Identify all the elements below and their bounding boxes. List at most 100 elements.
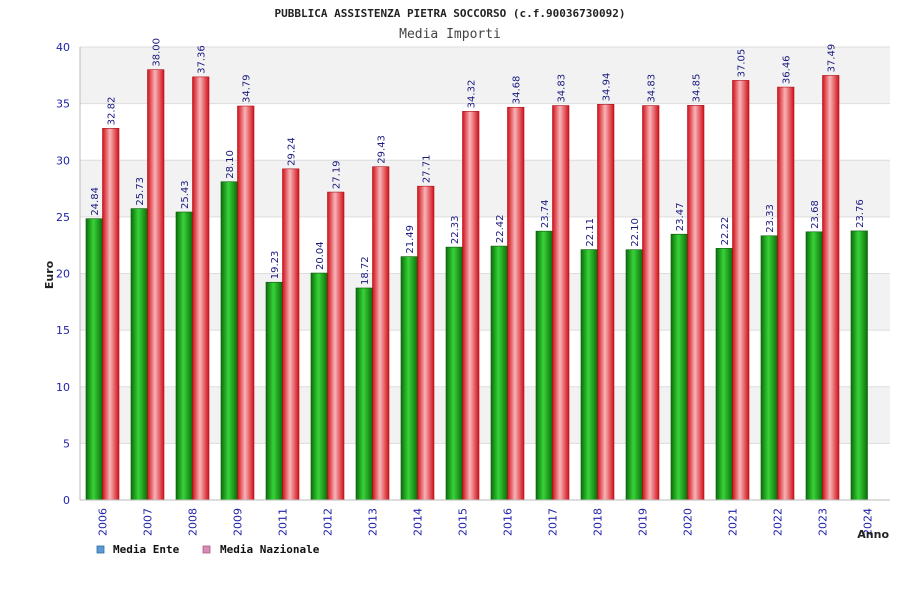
bar-media-nazionale xyxy=(372,166,390,501)
plot-band xyxy=(80,386,890,444)
data-label-media-ente: 22.22 xyxy=(720,217,731,246)
data-label-media-ente: 23.76 xyxy=(855,199,866,228)
data-label-media-nazionale: 32.82 xyxy=(107,97,118,126)
bar-media-nazionale xyxy=(642,105,660,501)
plot-band xyxy=(80,443,890,500)
bar-media-nazionale xyxy=(192,76,210,501)
x-tick-label: 2020 xyxy=(682,508,695,536)
bar-media-ente xyxy=(580,249,598,501)
bar-media-nazionale xyxy=(687,105,705,501)
x-tick-label: 2014 xyxy=(412,508,425,536)
data-label-media-ente: 22.33 xyxy=(450,215,461,244)
bar-media-ente xyxy=(715,248,733,501)
bars: 24.84 32.82 25.73 38.00 25.43 37.36 28.10 34.79… xyxy=(85,38,868,501)
bar-media-nazionale xyxy=(147,69,165,501)
bar-media-ente xyxy=(760,235,778,501)
y-tick-label: 20 xyxy=(56,268,70,281)
legend-swatch-media-nazionale xyxy=(202,545,211,554)
bar-media-nazionale xyxy=(462,111,480,501)
x-tick-label: 2012 xyxy=(322,508,335,536)
y-axis: 0 5 10 15 20 25 30 35 40 xyxy=(56,41,70,507)
bar-media-ente xyxy=(175,211,193,501)
x-tick-label: 2022 xyxy=(772,508,785,536)
data-label-media-nazionale: 37.05 xyxy=(737,49,748,78)
data-label-media-ente: 22.42 xyxy=(495,214,506,243)
data-label-media-ente: 22.10 xyxy=(630,218,641,247)
bar-media-ente xyxy=(445,246,463,501)
data-label-media-ente: 28.10 xyxy=(225,150,236,179)
bar-media-nazionale xyxy=(237,105,255,501)
bar-media-nazionale xyxy=(417,185,435,501)
x-tick-label: 2008 xyxy=(187,508,200,536)
data-label-media-nazionale: 27.71 xyxy=(422,155,433,184)
bar-media-ente xyxy=(130,208,148,501)
y-tick-label: 10 xyxy=(56,381,70,394)
bar-media-nazionale xyxy=(552,105,570,501)
plot-band xyxy=(80,216,890,274)
plot-band xyxy=(80,47,890,104)
y-tick-label: 0 xyxy=(63,494,70,507)
bar-media-ente xyxy=(490,245,508,501)
bar-media-nazionale xyxy=(822,75,840,501)
bar-media-ente xyxy=(400,256,418,501)
x-tick-label: 2007 xyxy=(142,508,155,536)
y-tick-label: 25 xyxy=(56,211,70,224)
y-tick-label: 35 xyxy=(56,98,70,111)
bar-media-nazionale xyxy=(102,128,120,501)
bar-media-ente xyxy=(355,287,373,501)
data-label-media-ente: 23.47 xyxy=(675,203,686,232)
x-tick-label: 2015 xyxy=(457,508,470,536)
y-tick-label: 40 xyxy=(56,41,70,54)
y-tick-label: 15 xyxy=(56,324,70,337)
bar-media-ente xyxy=(805,231,823,501)
bar-media-nazionale xyxy=(327,191,345,501)
y-tick-label: 5 xyxy=(63,437,70,450)
data-label-media-nazionale: 36.46 xyxy=(782,55,793,84)
data-label-media-nazionale: 34.83 xyxy=(557,74,568,103)
data-label-media-ente: 19.23 xyxy=(270,251,281,280)
legend-swatch-media-ente xyxy=(96,545,105,554)
bar-media-ente xyxy=(850,230,868,501)
legend-label-media-nazionale: Media Nazionale xyxy=(220,543,320,556)
bar-media-ente xyxy=(670,233,688,501)
x-tick-label: 2006 xyxy=(97,508,110,536)
data-label-media-nazionale: 37.36 xyxy=(197,45,208,74)
bar-media-ente xyxy=(220,181,238,501)
chart-subtitle: Media Importi xyxy=(399,27,501,42)
legend: Media Ente Media Nazionale xyxy=(96,543,320,556)
bar-media-ente xyxy=(265,281,283,501)
data-label-media-nazionale: 37.49 xyxy=(827,44,838,73)
x-tick-label: 2017 xyxy=(547,508,560,536)
plot-band xyxy=(80,103,890,161)
data-label-media-ente: 21.49 xyxy=(405,225,416,254)
x-tick-label: 2013 xyxy=(367,508,380,536)
bar-media-ente xyxy=(85,218,103,501)
y-axis-label: Euro xyxy=(43,260,56,289)
x-tick-label: 2019 xyxy=(637,508,650,536)
chart-title: PUBBLICA ASSISTENZA PIETRA SOCCORSO (c.f… xyxy=(275,7,626,20)
y-tick-label: 30 xyxy=(56,154,70,167)
bar-media-nazionale xyxy=(597,104,615,501)
bar-media-nazionale xyxy=(732,80,750,501)
data-label-media-ente: 20.04 xyxy=(315,241,326,270)
data-label-media-ente: 23.68 xyxy=(810,200,821,229)
data-label-media-ente: 23.74 xyxy=(540,200,551,229)
data-label-media-nazionale: 34.83 xyxy=(647,74,658,103)
bar-media-nazionale xyxy=(282,168,300,501)
data-label-media-nazionale: 29.24 xyxy=(287,137,298,166)
plot-background xyxy=(80,46,890,501)
data-label-media-nazionale: 29.43 xyxy=(377,135,388,164)
data-label-media-ente: 18.72 xyxy=(360,256,371,285)
x-tick-label: 2011 xyxy=(277,508,290,536)
data-label-media-ente: 23.33 xyxy=(765,204,776,233)
plot-band xyxy=(80,330,890,387)
data-label-media-nazionale: 27.19 xyxy=(332,160,343,189)
x-tick-label: 2023 xyxy=(817,508,830,536)
bar-media-ente xyxy=(535,230,553,501)
x-tick-label: 2016 xyxy=(502,508,515,536)
data-label-media-ente: 22.11 xyxy=(585,218,596,247)
bar-media-ente xyxy=(625,249,643,501)
data-label-media-nazionale: 34.32 xyxy=(467,80,478,109)
x-tick-label: 2021 xyxy=(727,508,740,536)
